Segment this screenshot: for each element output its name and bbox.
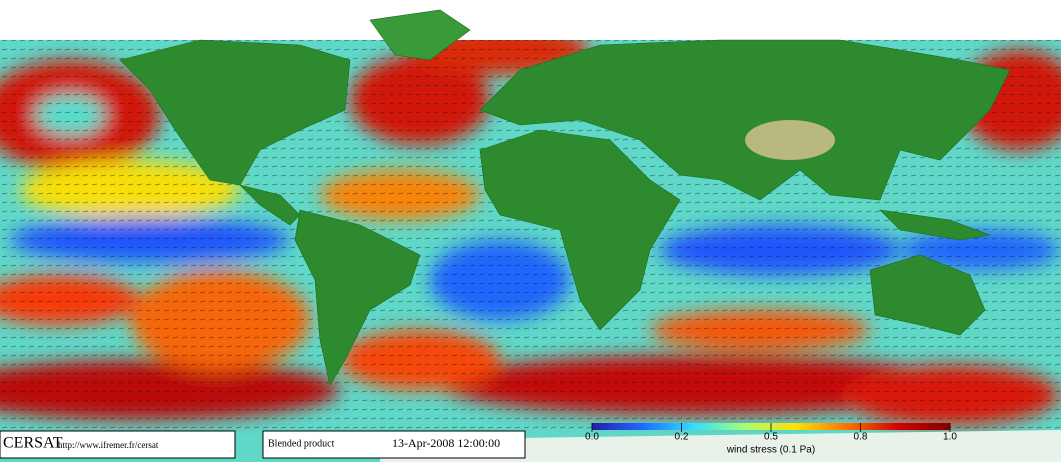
date: 13-Apr-2008 12:00:00 [392, 436, 500, 450]
colorbar-tick-label: 0.8 [854, 432, 868, 443]
colorbar-tick-label: 0.2 [675, 432, 689, 443]
url: http://www.ifremer.fr/cersat [58, 440, 159, 450]
colorbar-tick-label: 0.0 [585, 432, 599, 443]
product-box [262, 430, 526, 459]
colorbar-tick-label: 1.0 [943, 432, 957, 443]
product: Blended product [268, 438, 335, 449]
colorbar-label: wind stress (0.1 Pa) [726, 445, 815, 456]
logo: CERSAT [3, 435, 63, 452]
logo-box [0, 430, 236, 459]
colorbar-tick-label: 0.5 [764, 432, 778, 443]
